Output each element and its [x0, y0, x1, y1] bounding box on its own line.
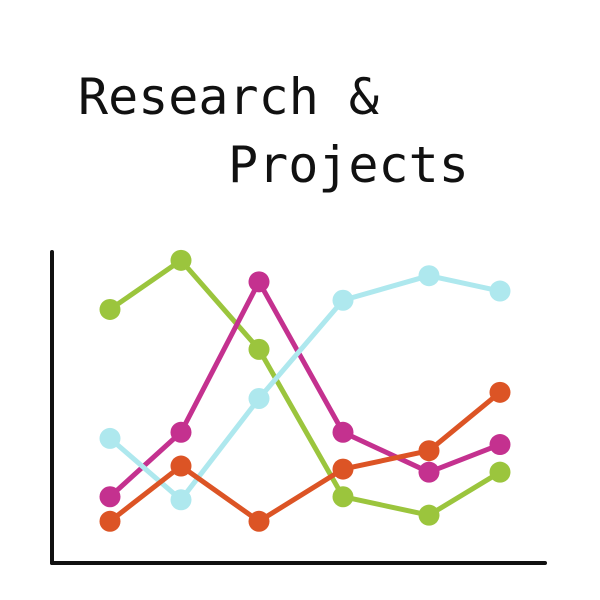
series-1-line	[107, 257, 503, 518]
series-1-point-3	[248, 338, 270, 360]
series-1	[99, 249, 511, 526]
series-3	[99, 265, 511, 511]
series-2	[99, 271, 511, 508]
series-2-point-4	[332, 421, 354, 443]
page-title-line-2: Projects	[228, 136, 469, 194]
series-1-point-2	[170, 249, 192, 271]
series-4	[99, 381, 511, 532]
series-3-point-5	[418, 265, 440, 287]
series-4-point-4	[332, 458, 354, 480]
series-3-point-2	[170, 489, 192, 511]
series-4-line	[107, 389, 503, 524]
series-3-line	[107, 273, 503, 503]
series-4-point-1	[99, 510, 121, 532]
series-2-point-1	[99, 486, 121, 508]
series-2-point-6	[489, 434, 511, 456]
series-1-point-6	[489, 461, 511, 483]
series-1-point-5	[418, 504, 440, 526]
series-3-point-1	[99, 427, 121, 449]
series-layer	[99, 249, 511, 532]
series-3-point-6	[489, 280, 511, 302]
series-4-point-3	[248, 510, 270, 532]
series-2-point-3	[248, 271, 270, 293]
series-1-point-1	[99, 298, 121, 320]
series-4-point-2	[170, 455, 192, 477]
series-4-point-6	[489, 381, 511, 403]
series-2-point-5	[418, 461, 440, 483]
series-3-point-3	[248, 388, 270, 409]
series-2-point-2	[170, 421, 192, 443]
series-1-point-4	[332, 486, 354, 508]
page-title-line-1: Research &	[78, 68, 380, 126]
series-2-line	[107, 279, 503, 500]
series-4-point-5	[418, 440, 440, 462]
series-3-point-4	[332, 289, 354, 311]
axes	[50, 250, 547, 565]
